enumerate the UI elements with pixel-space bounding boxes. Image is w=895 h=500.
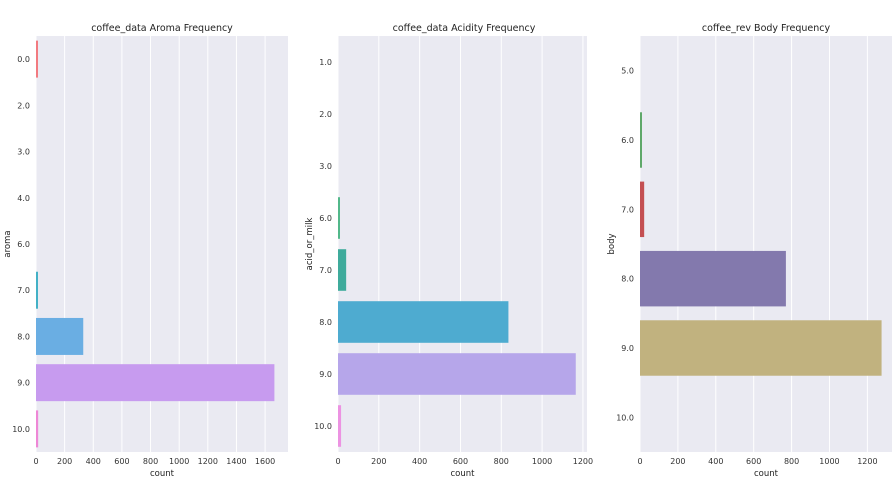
bar xyxy=(640,112,642,168)
x-tick-label: 0 xyxy=(335,457,340,466)
y-tick-label: 9.0 xyxy=(17,379,30,388)
x-tick-label: 1400 xyxy=(226,457,246,466)
x-tick-label: 200 xyxy=(371,457,386,466)
y-tick-label: 4.0 xyxy=(17,194,30,203)
x-tick-label: 600 xyxy=(453,457,468,466)
y-tick-label: 7.0 xyxy=(17,286,30,295)
bar xyxy=(36,410,39,448)
x-tick-label: 600 xyxy=(746,457,761,466)
y-tick-label: 10.0 xyxy=(314,422,332,431)
x-tick-label: 400 xyxy=(412,457,427,466)
y-tick-label: 9.0 xyxy=(621,344,634,353)
chart-title: coffee_data Acidity Frequency xyxy=(393,23,536,34)
bar xyxy=(640,320,882,376)
bar xyxy=(36,271,38,309)
x-axis-label: count xyxy=(451,469,476,479)
y-tick-label: 8.0 xyxy=(319,318,332,327)
y-tick-label: 8.0 xyxy=(17,332,30,341)
y-tick-label: 10.0 xyxy=(616,413,634,422)
y-tick-label: 6.0 xyxy=(17,240,30,249)
chart-panel-aroma: 0.0 2.0 3.0 4.0 6.0 7.0 8.0 9.0 10.0 0 200 400 600 80… xyxy=(3,23,288,479)
y-axis-label: acid_or_milk xyxy=(305,218,315,271)
x-tick-label: 200 xyxy=(57,457,72,466)
x-tick-label: 800 xyxy=(784,457,799,466)
bar xyxy=(338,197,340,239)
x-axis-label: count xyxy=(150,469,175,479)
y-tick-label: 3.0 xyxy=(319,162,332,171)
plot-area xyxy=(640,36,892,452)
x-tick-label: 0 xyxy=(637,457,642,466)
bar xyxy=(36,364,275,402)
x-tick-label: 800 xyxy=(143,457,158,466)
x-tick-label: 1000 xyxy=(169,457,189,466)
y-tick-label: 2.0 xyxy=(17,101,30,110)
y-tick-label: 5.0 xyxy=(621,67,634,76)
bar xyxy=(338,405,342,447)
bar xyxy=(36,317,84,355)
bar xyxy=(338,301,509,343)
x-tick-label: 400 xyxy=(86,457,101,466)
x-tick-label: 800 xyxy=(494,457,509,466)
bar xyxy=(36,40,38,78)
chart-panel-body: 5.0 6.0 7.0 8.0 9.0 10.0 0 200 400 600 800 1000 1200… xyxy=(607,23,892,479)
y-axis-label: aroma xyxy=(3,230,13,257)
y-tick-label: 9.0 xyxy=(319,370,332,379)
x-tick-label: 200 xyxy=(670,457,685,466)
y-tick-label: 6.0 xyxy=(621,136,634,145)
y-tick-label: 3.0 xyxy=(17,148,30,157)
y-tick-label: 6.0 xyxy=(319,214,332,223)
bar xyxy=(338,353,576,395)
x-axis-label: count xyxy=(754,469,779,479)
y-tick-label: 2.0 xyxy=(319,110,332,119)
bar xyxy=(640,181,645,238)
x-tick-label: 1200 xyxy=(573,457,593,466)
chart-title: coffee_rev Body Frequency xyxy=(702,23,831,34)
bar xyxy=(338,249,347,291)
x-tick-label: 0 xyxy=(33,457,38,466)
x-tick-label: 1600 xyxy=(255,457,275,466)
y-tick-label: 7.0 xyxy=(319,266,332,275)
chart-title: coffee_data Aroma Frequency xyxy=(91,23,233,34)
x-tick-label: 1200 xyxy=(857,457,877,466)
x-tick-label: 1000 xyxy=(532,457,552,466)
x-tick-label: 400 xyxy=(708,457,723,466)
y-tick-label: 8.0 xyxy=(621,275,634,284)
x-tick-label: 1200 xyxy=(198,457,218,466)
y-tick-label: 1.0 xyxy=(319,58,332,67)
y-tick-label: 0.0 xyxy=(17,55,30,64)
y-tick-label: 7.0 xyxy=(621,205,634,214)
y-axis-label: body xyxy=(607,233,617,254)
y-tick-label: 10.0 xyxy=(12,425,30,434)
x-tick-label: 1000 xyxy=(819,457,839,466)
chart-panel-acidity: 1.0 2.0 3.0 6.0 7.0 8.0 9.0 10.0 0 200 400 600 800 10… xyxy=(305,23,593,479)
x-tick-label: 600 xyxy=(114,457,129,466)
bar xyxy=(640,250,786,307)
